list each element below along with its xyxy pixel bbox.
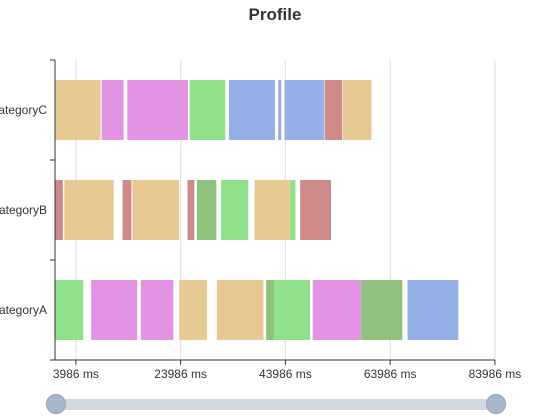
- gantt-segment: [216, 280, 264, 340]
- gantt-segment: [312, 280, 361, 340]
- gantt-segment: [290, 180, 296, 240]
- y-tick-label: categoryC: [0, 103, 47, 117]
- gantt-segment: [324, 80, 343, 140]
- x-tick-label: 23986 ms: [154, 367, 207, 381]
- gantt-segment: [179, 280, 207, 340]
- gantt-segment: [221, 180, 249, 240]
- gantt-segment: [278, 80, 282, 140]
- gantt-segment: [91, 280, 138, 340]
- x-tick-label: 83986 ms: [469, 367, 522, 381]
- gantt-segment: [127, 80, 189, 140]
- gantt-segment: [187, 180, 195, 240]
- gantt-segment: [101, 80, 124, 140]
- gantt-segment: [64, 180, 114, 240]
- gantt-segment: [228, 80, 275, 140]
- data-zoom-end-handle[interactable]: [486, 394, 506, 414]
- gantt-segment: [55, 80, 101, 140]
- gantt-segment: [273, 280, 311, 340]
- data-zoom-slider-track[interactable]: [56, 399, 496, 410]
- gantt-segment: [55, 180, 63, 240]
- gantt-segment: [266, 280, 274, 340]
- data-zoom-start-handle[interactable]: [46, 394, 66, 414]
- gantt-segment: [140, 280, 174, 340]
- gantt-segment: [407, 280, 459, 340]
- x-tick-label: 63986 ms: [364, 367, 417, 381]
- gantt-segment: [284, 80, 325, 140]
- gantt-segment: [55, 280, 84, 340]
- gantt-segment: [300, 180, 332, 240]
- gantt-segment: [254, 180, 291, 240]
- gantt-segment: [342, 80, 372, 140]
- y-tick-label: categoryA: [0, 303, 47, 317]
- gantt-segment: [360, 280, 403, 340]
- x-tick-label: 3986 ms: [53, 367, 99, 381]
- gantt-segment: [132, 180, 180, 240]
- y-tick-label: categoryB: [0, 203, 47, 217]
- axis-layer: categoryA categoryB categoryC 3986 ms 23986 …: [0, 59, 522, 381]
- bars-layer: [55, 80, 459, 340]
- gantt-segment: [196, 180, 217, 240]
- gantt-segment: [122, 180, 132, 240]
- x-tick-label: 43986 ms: [259, 367, 312, 381]
- chart-title: Profile: [249, 5, 302, 24]
- gantt-segment: [189, 80, 226, 140]
